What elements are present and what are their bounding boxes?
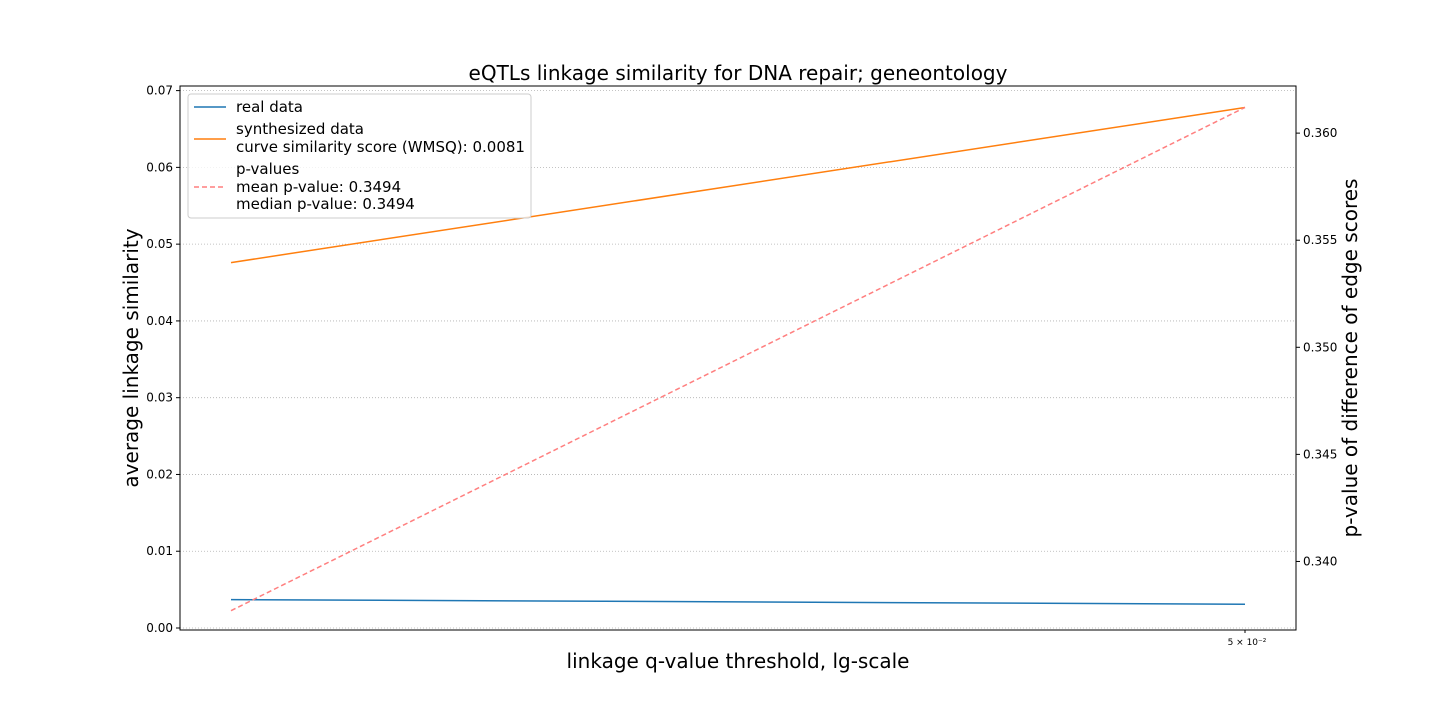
y2-tick-label-4: 0.360 — [1303, 126, 1337, 140]
legend-label-median-p-value: median p-value: 0.3494 — [236, 195, 415, 213]
y2-tick-label-3: 0.355 — [1303, 233, 1337, 247]
y-tick-label-0: 0.00 — [146, 621, 173, 635]
plot-frame — [179, 85, 1297, 631]
series-line-real-data — [230, 598, 1246, 605]
y2-tick-label-2: 0.350 — [1303, 340, 1337, 354]
y2-tick-label-0: 0.340 — [1303, 554, 1337, 568]
y-tick-label-1: 0.01 — [146, 544, 173, 558]
x-axis: 5 × 10⁻² — [1228, 630, 1267, 648]
y-tick-label-4: 0.04 — [146, 314, 173, 328]
x-tick-label-0: 5 × 10⁻² — [1228, 638, 1267, 648]
right-y-axis: 0.340 0.345 0.350 0.355 0.360 — [1296, 126, 1337, 568]
y2-tick-label-1: 0.345 — [1303, 447, 1337, 461]
series-line-p-values — [230, 106, 1246, 612]
x-axis-label: linkage q-value threshold, lg-scale — [567, 649, 910, 673]
left-y-axis: 0.00 0.01 0.02 0.03 0.04 0.05 0.06 0.07 — [146, 84, 180, 635]
legend-label-real-data: real data — [236, 98, 303, 116]
y-tick-label-5: 0.05 — [146, 237, 173, 251]
legend: real data synthesized data curve similar… — [187, 93, 532, 219]
series-line-synthesized-data — [230, 106, 1246, 264]
legend-label-mean-p-value: mean p-value: 0.3494 — [236, 178, 401, 196]
y-axis-label: average linkage similarity — [119, 228, 143, 487]
legend-label-synthesized-data: synthesized data — [236, 120, 364, 138]
series-layer — [230, 106, 1246, 612]
chart-title: eQTLs linkage similarity for DNA repair;… — [469, 61, 1008, 85]
y-tick-label-3: 0.03 — [146, 391, 173, 405]
y-tick-label-6: 0.06 — [146, 160, 173, 174]
legend-label-p-values: p-values — [236, 160, 300, 178]
y-tick-label-2: 0.02 — [146, 467, 173, 481]
y2-axis-label: p-value of difference of edge scores — [1338, 179, 1362, 538]
y-tick-label-7: 0.07 — [146, 84, 173, 98]
legend-label-wmsq: curve similarity score (WMSQ): 0.0081 — [236, 138, 525, 156]
legend-box — [187, 93, 532, 219]
